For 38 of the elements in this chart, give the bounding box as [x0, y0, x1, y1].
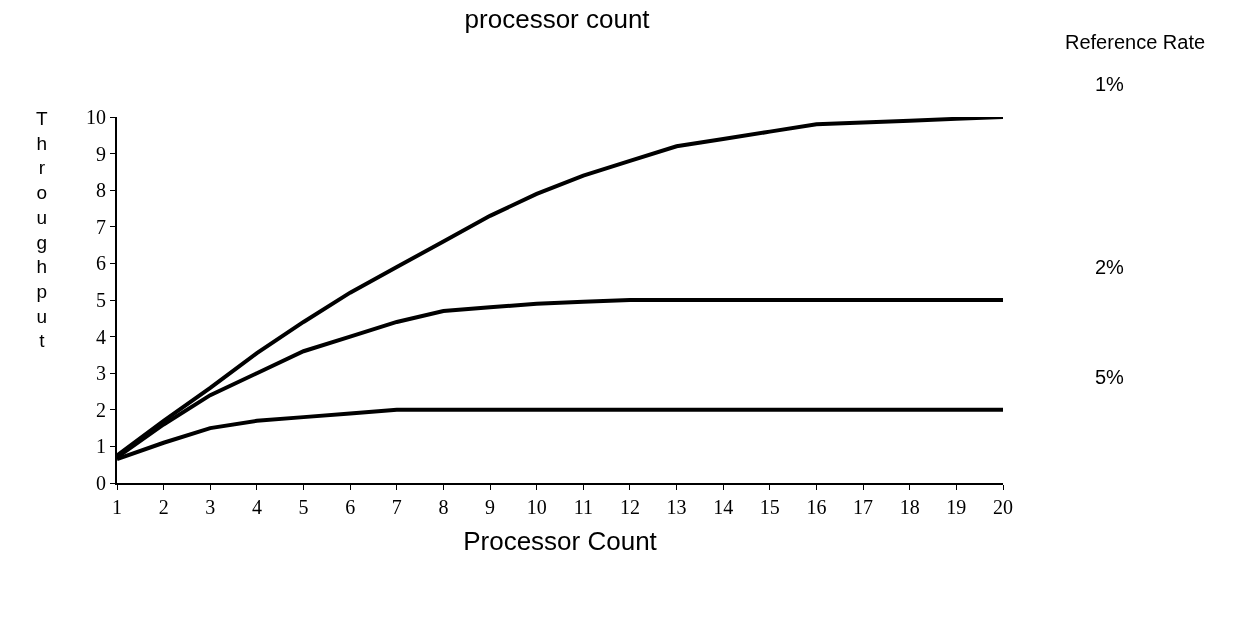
x-tick-label: 3	[205, 496, 216, 518]
y-tick-label: 8	[96, 179, 106, 202]
y-tick-label: 9	[96, 142, 106, 165]
y-tick-label: 10	[86, 106, 106, 128]
y-tick-label: 1	[96, 435, 106, 458]
x-tick-label: 8	[438, 496, 449, 518]
x-tick-label: 20	[993, 496, 1013, 518]
y-tick-label: 6	[96, 252, 106, 275]
text: Throughput	[36, 108, 48, 352]
y-tick-label: 3	[96, 362, 106, 385]
y-tick-label: 2	[96, 398, 106, 421]
x-tick-label: 6	[345, 496, 356, 518]
x-tick-label: 10	[526, 496, 547, 518]
x-tick-label: 2	[158, 496, 169, 518]
x-tick-label: 19	[946, 496, 967, 518]
y-tick-label: 0	[96, 472, 106, 494]
x-tick-label: 16	[806, 496, 827, 518]
y-tick-label: 4	[96, 325, 106, 348]
x-tick-label: 4	[251, 496, 262, 518]
y-tick-label: 7	[96, 215, 106, 238]
x-axis-title: Processor Count	[463, 526, 658, 557]
text: 2%	[1095, 256, 1125, 278]
x-tick-label: 14	[713, 496, 734, 518]
y-tick-label: 5	[96, 289, 106, 311]
x-tick-label: 7	[391, 496, 402, 518]
x-tick-label: 12	[619, 496, 640, 518]
text: 1%	[1095, 73, 1125, 95]
x-tick-label: 15	[759, 496, 780, 518]
x-tick-label: 17	[853, 496, 874, 518]
x-tick-label: 1	[112, 496, 122, 518]
x-tick-label: 18	[899, 496, 920, 518]
x-tick-label: 11	[573, 496, 593, 518]
x-tick-label: 5	[298, 496, 309, 518]
x-tick-label: 9	[485, 496, 496, 518]
text: 5%	[1095, 366, 1125, 388]
legend-title: Reference Rate	[1065, 31, 1206, 53]
chart-title: processor count	[464, 3, 651, 34]
x-tick-label: 13	[666, 496, 687, 518]
